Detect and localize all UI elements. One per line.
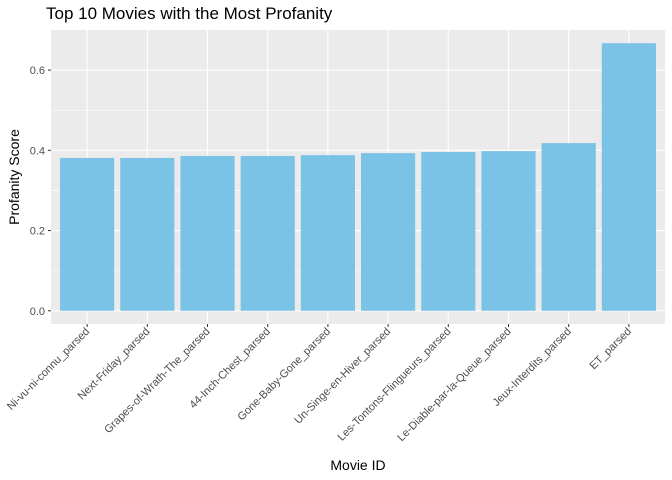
bar	[601, 43, 656, 311]
y-tick-label: 0.4	[30, 145, 45, 157]
y-tick-label: 0.2	[30, 226, 45, 238]
bar	[361, 153, 416, 311]
bars	[60, 43, 656, 311]
x-tick-label: Ni-vu-ni-connu_parsed	[5, 326, 92, 413]
x-tick-label: ET_parsed	[587, 326, 634, 373]
bar	[300, 155, 355, 311]
bar	[180, 155, 235, 311]
bar	[120, 157, 175, 311]
x-tick-label: Un-Singe-en-Hiver_parsed	[292, 326, 393, 427]
y-axis: 0.0 0.2 0.4 0.6	[30, 65, 51, 318]
y-tick-label: 0.0	[30, 306, 45, 318]
y-axis-title: Profanity Score	[6, 129, 22, 225]
bar	[421, 151, 476, 311]
bar	[240, 155, 295, 311]
bar	[541, 143, 596, 311]
x-tick-label: Les-Tontons-Flingueurs_parsed	[336, 326, 454, 444]
y-tick-label: 0.6	[30, 65, 45, 77]
x-tick-label: Le-Diable-par-la-Queue_parsed	[395, 326, 513, 444]
bar	[481, 151, 536, 311]
x-axis-title: Movie ID	[330, 457, 385, 473]
chart-title: Top 10 Movies with the Most Profanity	[46, 4, 333, 23]
bar	[60, 157, 115, 311]
x-tick-label: Grapes-of-Wrath-The_parsed	[102, 326, 212, 436]
x-axis: Ni-vu-ni-connu_parsedNext-Friday_parsedG…	[5, 324, 634, 444]
